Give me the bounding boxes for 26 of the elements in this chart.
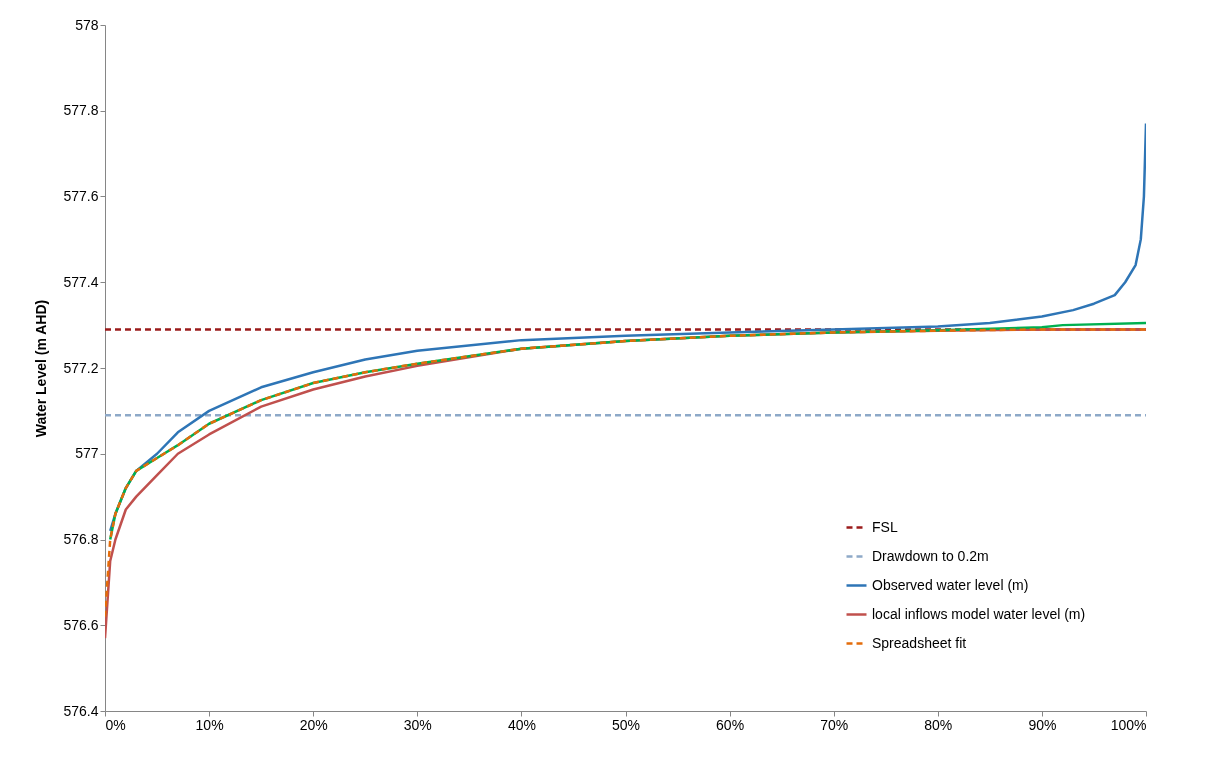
y-tick-label: 577.2 [63,359,99,376]
legend-label: Observed water level (m) [872,576,1029,593]
x-tick-label: 70% [820,716,849,733]
legend-label: FSL [872,518,898,535]
x-tick-label: 50% [611,716,641,733]
x-tick-label: 20% [299,716,328,733]
y-tick-label: 578 [75,16,99,33]
x-tick-label: 10% [195,716,224,733]
y-tick-label: 577.8 [63,102,99,119]
y-tick-label: 577.6 [63,188,99,204]
x-tick-label: 80% [924,716,953,733]
x-tick-label: 60% [716,716,745,733]
x-tick-label: 100% [1110,716,1147,733]
legend-label: Drawdown to 0.2m [872,547,989,564]
legend-label: local inflows model water level (m) [872,605,1086,622]
x-tick-label: 30% [403,716,432,733]
y-tick-label: 576.4 [63,702,99,719]
x-tick-label: 40% [507,716,536,733]
y-tick-label: 576.6 [63,616,99,633]
x-tick-label: 0% [105,716,126,733]
legend-label: Spreadsheet fit [872,634,967,651]
y-tick-label: 576.8 [63,531,99,547]
x-tick-label: 90% [1028,716,1057,733]
y-tick-label: 577.4 [63,273,99,290]
y-tick-label: 577 [75,445,99,462]
y-axis-title: Water Level (m AHD) [33,299,50,438]
